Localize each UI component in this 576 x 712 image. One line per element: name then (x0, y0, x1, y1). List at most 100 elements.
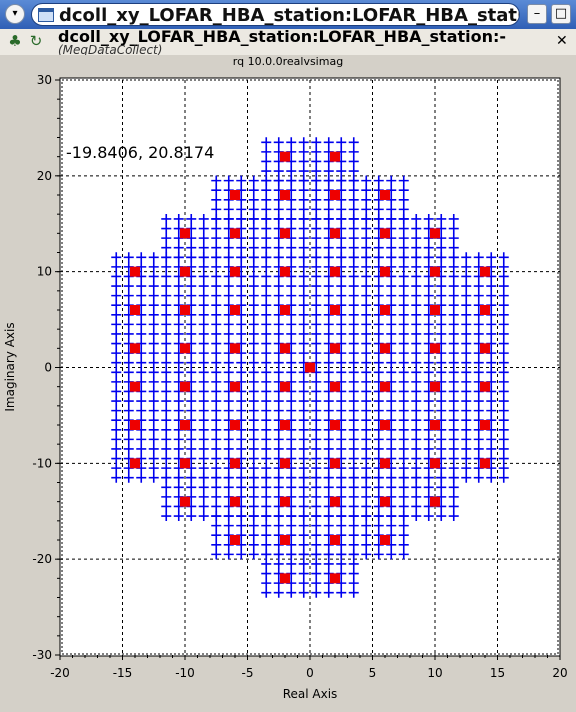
blue-point (323, 443, 334, 454)
blue-point (298, 386, 309, 397)
blue-point (361, 233, 372, 244)
blue-point (361, 463, 372, 474)
window-titlebar[interactable]: ▾ dcoll_xy_LOFAR_HBA_station:LOFAR_HBA_s… (0, 0, 576, 29)
blue-point (261, 587, 272, 598)
blue-point (198, 213, 209, 224)
blue-point (286, 319, 297, 330)
blue-point (498, 281, 509, 292)
blue-point (123, 328, 134, 339)
red-point (230, 305, 240, 315)
blue-point (248, 281, 259, 292)
red-point (130, 458, 140, 469)
blue-point (386, 213, 397, 224)
red-point (430, 266, 440, 277)
blue-point (161, 482, 172, 493)
blue-point (486, 319, 497, 330)
blue-point (448, 376, 459, 387)
blue-point (348, 146, 359, 157)
panel-close-button[interactable]: ✕ (556, 33, 568, 49)
blue-point (348, 252, 359, 263)
blue-point (273, 137, 284, 148)
red-point (330, 190, 340, 200)
red-point (130, 305, 140, 315)
blue-point (111, 434, 122, 445)
blue-point (398, 319, 409, 330)
blue-point (261, 137, 272, 148)
blue-point (348, 319, 359, 330)
blue-point (311, 463, 322, 474)
red-point (380, 458, 390, 469)
blue-point (248, 204, 259, 215)
blue-point (473, 357, 484, 368)
y-tick-label: 0 (44, 361, 52, 375)
blue-point (498, 434, 509, 445)
blue-point (223, 511, 234, 522)
window-title-box: dcoll_xy_LOFAR_HBA_station:LOFAR_HBA_sta… (31, 3, 520, 26)
blue-point (148, 261, 159, 272)
blue-point (336, 520, 347, 531)
blue-point (211, 204, 222, 215)
blue-point (273, 281, 284, 292)
blue-point (211, 511, 222, 522)
blue-point (198, 386, 209, 397)
blue-point (411, 443, 422, 454)
blue-point (398, 415, 409, 426)
blue-point (423, 443, 434, 454)
blue-point (361, 252, 372, 263)
blue-point (298, 137, 309, 148)
blue-point (386, 328, 397, 339)
graph-icon[interactable]: ♣ (8, 32, 22, 50)
blue-point (298, 146, 309, 157)
y-axis-title: Imaginary Axis (3, 322, 17, 411)
blue-point (298, 530, 309, 541)
blue-point (223, 405, 234, 416)
blue-point (298, 252, 309, 263)
blue-point (236, 405, 247, 416)
blue-point (486, 405, 497, 416)
blue-point (348, 482, 359, 493)
blue-point (411, 424, 422, 435)
blue-point (498, 271, 509, 282)
blue-point (361, 415, 372, 426)
red-point (380, 190, 390, 200)
blue-point (198, 491, 209, 502)
blue-point (336, 328, 347, 339)
blue-point (261, 376, 272, 387)
blue-point (448, 482, 459, 493)
blue-point (323, 319, 334, 330)
blue-point (298, 434, 309, 445)
blue-point (336, 281, 347, 292)
blue-point (123, 367, 134, 378)
blue-point (298, 463, 309, 474)
blue-point (273, 434, 284, 445)
refresh-icon[interactable]: ↻ (29, 32, 43, 50)
blue-point (211, 223, 222, 234)
blue-point (336, 252, 347, 263)
blue-point (186, 511, 197, 522)
blue-point (298, 568, 309, 579)
minimize-button[interactable]: – (527, 4, 547, 24)
blue-point (486, 252, 497, 263)
blue-point (311, 281, 322, 292)
red-point (230, 343, 240, 354)
blue-point (248, 213, 259, 224)
blue-point (398, 530, 409, 541)
blue-point (436, 511, 447, 522)
blue-point (298, 185, 309, 196)
blue-point (148, 415, 159, 426)
red-point (130, 420, 140, 430)
blue-point (373, 213, 384, 224)
blue-point (248, 319, 259, 330)
blue-point (373, 242, 384, 253)
window-menu-button[interactable]: ▾ (5, 4, 25, 24)
blue-point (211, 396, 222, 407)
blue-point (361, 405, 372, 416)
x-tick-label: -5 (242, 666, 254, 680)
red-point (280, 228, 290, 239)
blue-point (411, 328, 422, 339)
blue-point (248, 396, 259, 407)
red-point (480, 458, 490, 469)
maximize-button[interactable]: □ (551, 4, 571, 24)
blue-point (473, 281, 484, 292)
